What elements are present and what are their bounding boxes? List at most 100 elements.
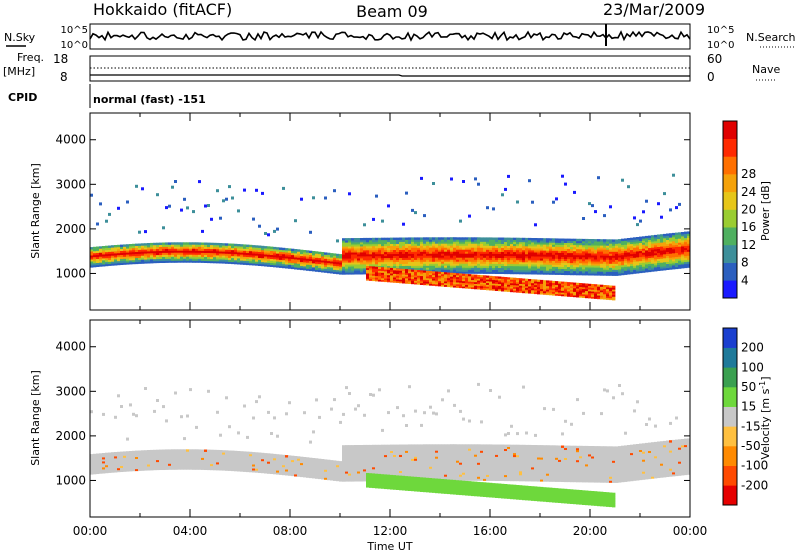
data-cell [522, 249, 526, 253]
data-cell [285, 457, 289, 460]
colorbar-tick-label: 28 [741, 167, 756, 181]
data-cell [150, 258, 154, 262]
data-cell [549, 272, 553, 275]
data-cell [645, 264, 649, 267]
data-cell [672, 246, 676, 250]
data-cell [342, 258, 346, 261]
data-cell [441, 249, 445, 252]
data-cell [588, 239, 592, 242]
data-cell [468, 283, 472, 286]
data-cell [342, 455, 346, 458]
data-cell [240, 469, 244, 472]
data-cell [609, 267, 613, 270]
data-cell [306, 471, 310, 474]
data-cell [375, 259, 379, 263]
data-cell [147, 245, 151, 248]
data-cell [189, 453, 193, 456]
data-cell [492, 265, 496, 268]
data-cell [687, 233, 690, 236]
data-cell [381, 263, 385, 267]
data-cell [555, 197, 558, 201]
data-cell [144, 261, 148, 264]
data-cell [636, 259, 640, 262]
data-cell [207, 451, 211, 455]
data-cell [567, 272, 571, 276]
data-cell [396, 265, 400, 269]
colorbar-swatch [723, 121, 737, 139]
data-cell [564, 272, 568, 276]
data-cell [483, 278, 487, 282]
data-cell [396, 273, 400, 276]
data-cell [399, 239, 403, 242]
data-cell [609, 273, 613, 276]
data-cell [534, 284, 538, 287]
data-cell [528, 280, 532, 283]
data-cell [189, 248, 193, 251]
data-cell [261, 462, 265, 466]
data-cell [348, 457, 352, 460]
data-cell [393, 280, 397, 283]
data-cell [165, 248, 169, 251]
data-cell [549, 264, 553, 267]
data-cell [225, 255, 229, 258]
data-cell [456, 249, 460, 252]
data-cell [342, 268, 346, 271]
data-cell [378, 251, 382, 255]
data-cell [561, 272, 565, 276]
data-cell [579, 292, 583, 295]
data-cell [216, 248, 220, 252]
data-cell [456, 271, 460, 274]
data-cell [225, 456, 229, 459]
data-cell [432, 239, 436, 242]
data-cell [177, 246, 181, 249]
data-cell [345, 453, 349, 456]
data-cell [621, 244, 625, 248]
data-cell [477, 280, 481, 283]
data-cell [522, 263, 526, 267]
data-cell [237, 469, 241, 472]
data-cell [372, 448, 376, 452]
data-cell [123, 469, 127, 472]
data-cell [495, 247, 499, 250]
data-cell [276, 456, 280, 459]
data-cell [597, 269, 601, 272]
data-cell [507, 288, 511, 291]
data-cell [459, 261, 463, 264]
data-cell [375, 450, 379, 454]
data-cell [327, 266, 331, 270]
data-cell [570, 238, 574, 242]
data-cell [225, 468, 229, 471]
data-cell [435, 269, 439, 272]
data-cell [591, 265, 595, 268]
data-cell [627, 248, 631, 251]
data-cell [447, 249, 451, 252]
data-cell [120, 258, 124, 262]
data-cell [579, 288, 583, 291]
data-cell [168, 467, 172, 470]
data-cell [105, 468, 109, 472]
data-cell [495, 253, 499, 256]
data-cell [393, 268, 397, 271]
data-cell [405, 243, 409, 246]
data-cell [480, 251, 484, 254]
data-cell [285, 264, 289, 267]
data-cell [156, 465, 160, 469]
data-cell [381, 249, 385, 253]
data-cell [90, 464, 94, 467]
data-cell [186, 244, 190, 247]
data-cell [378, 454, 382, 458]
data-cell [405, 263, 409, 266]
data-cell [540, 264, 544, 267]
data-cell [498, 287, 502, 290]
data-cell [366, 456, 370, 460]
data-cell [561, 248, 565, 251]
data-cell [345, 471, 349, 474]
data-cell [615, 269, 619, 272]
data-cell [435, 259, 439, 262]
data-cell [420, 241, 424, 244]
data-cell [303, 463, 307, 466]
data-cell [369, 251, 373, 255]
data-cell [192, 246, 196, 249]
data-cell [111, 257, 115, 260]
data-cell [333, 261, 337, 264]
